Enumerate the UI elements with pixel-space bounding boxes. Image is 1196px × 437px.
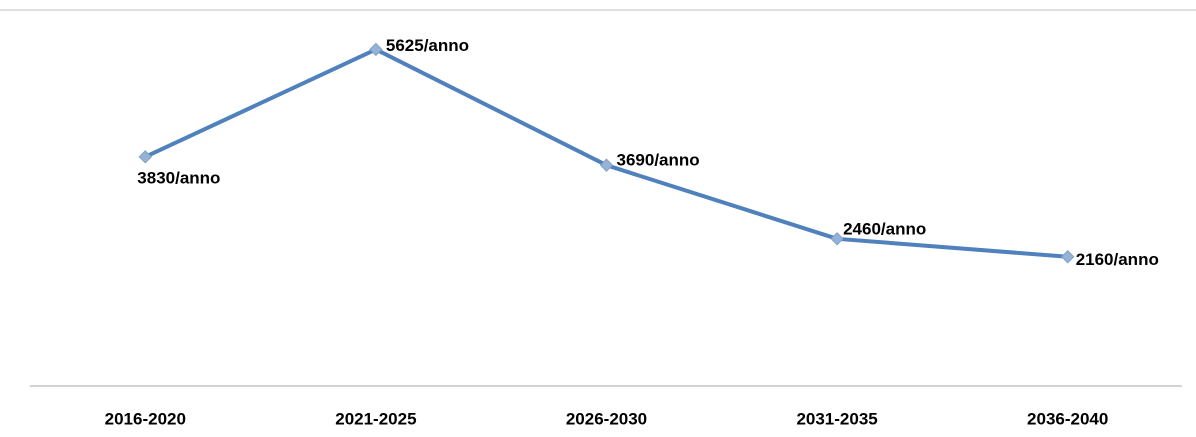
data-label: 2160/anno [1076,250,1159,269]
x-tick-label: 2031-2035 [796,409,877,428]
marker [369,42,383,57]
x-tick-label: 2016-2020 [105,409,186,428]
data-label: 3690/anno [617,151,700,170]
data-label: 5625/anno [386,36,469,55]
marker [599,158,614,172]
line [144,47,1068,259]
data-label: 2460/anno [843,219,926,238]
x-tick-label: 2036-2040 [1027,409,1108,428]
x-tick-label: 2026-2030 [566,409,647,428]
marker [830,232,844,246]
x-tick-label: 2021-2025 [335,409,416,428]
data-label: 3830/anno [137,168,220,187]
marker [1060,250,1075,264]
marker [138,150,153,164]
